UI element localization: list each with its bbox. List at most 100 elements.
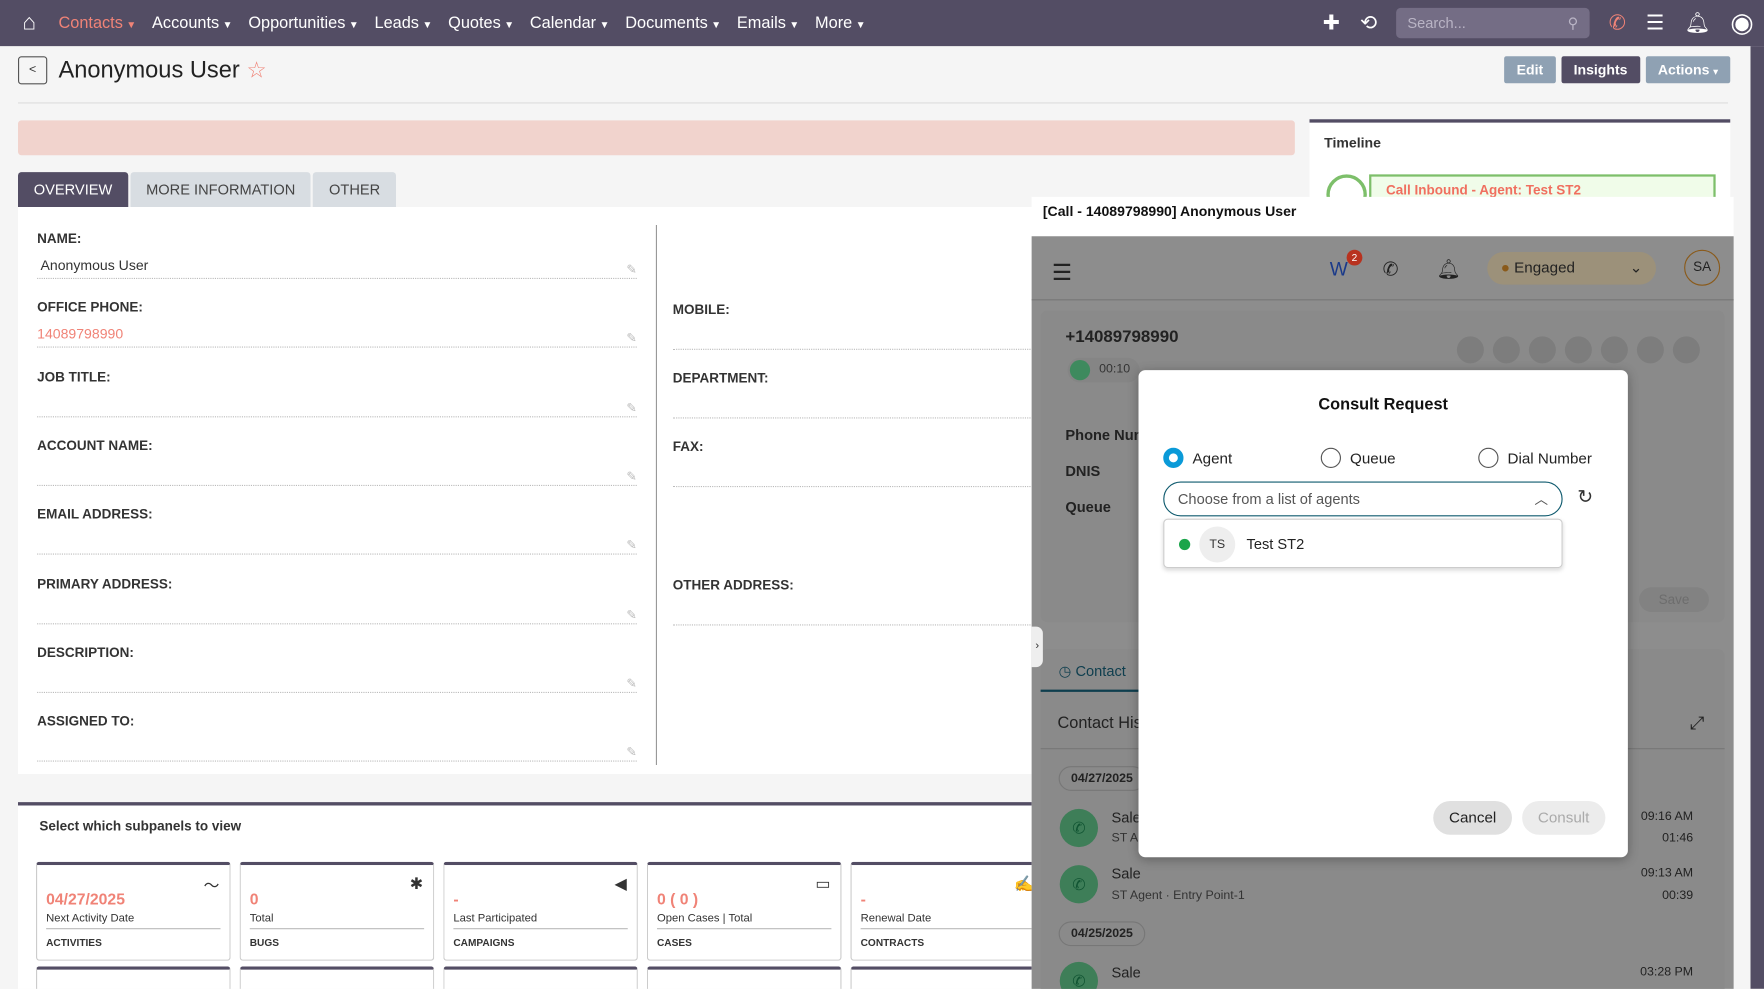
subpanel-card-campaigns[interactable]: ◀ - Last Participated CAMPAIGNS (443, 861, 638, 961)
end-call-button[interactable] (1672, 336, 1700, 364)
field-value (41, 533, 637, 551)
tab-overview[interactable]: OVERVIEW (18, 172, 129, 207)
nav-item-emails[interactable]: Emails ▼ (737, 14, 799, 32)
history-title[interactable]: Sale (1111, 808, 1141, 826)
transfer-button[interactable] (1600, 336, 1628, 364)
subpanel-card-activities[interactable]: 〜 04/27/2025 Next Activity Date ACTIVITIES (36, 861, 231, 961)
expand-icon[interactable]: ⤢ (1689, 714, 1705, 734)
phone-icon[interactable]: ✆ (1608, 11, 1626, 34)
subpanel-card-contracts[interactable]: ✍ - Renewal Date CONTRACTS (850, 861, 1046, 961)
subpanel-card[interactable] (239, 966, 435, 989)
collapse-handle[interactable]: › (1031, 626, 1043, 668)
bell-icon[interactable]: 🔔︎ (1684, 11, 1711, 34)
radio-label: Queue (1350, 449, 1396, 467)
subpanel-card[interactable] (36, 966, 231, 989)
nav-item-documents[interactable]: Documents ▼ (625, 14, 721, 32)
tab-more-information[interactable]: MORE INFORMATION (130, 172, 312, 207)
nav-item-contacts[interactable]: Contacts ▼ (59, 14, 137, 32)
card-sub: Renewal Date (860, 912, 1035, 930)
nav-item-quotes[interactable]: Quotes ▼ (448, 14, 514, 32)
menu-icon[interactable]: ☰ (1051, 261, 1073, 286)
radio-queue[interactable]: Queue (1320, 447, 1396, 468)
history-duration: 01:46 (1662, 831, 1694, 845)
nav-label: Accounts (152, 14, 220, 33)
radio-dial-number[interactable]: Dial Number (1478, 447, 1592, 468)
check-icon: ● (1500, 258, 1510, 276)
cancel-button[interactable]: Cancel (1433, 801, 1513, 835)
field-department: DEPARTMENT: (672, 370, 1033, 419)
avatar[interactable]: SA (1684, 249, 1721, 286)
plus-icon[interactable]: ✚ (1322, 11, 1340, 34)
widget-title: [Call - 14089798990] Anonymous User (1042, 203, 1297, 220)
user-avatar-icon[interactable]: ◉ (1730, 7, 1754, 39)
chevron-up-icon: ︿ (1534, 491, 1548, 508)
insights-button[interactable]: Insights (1561, 56, 1640, 84)
pencil-icon[interactable]: ✎ (626, 470, 637, 484)
card-caption: ACTIVITIES (46, 937, 102, 949)
hold-button[interactable] (1528, 336, 1556, 364)
subpanel-card-bugs[interactable]: ✱ 0 Total BUGS (239, 861, 435, 961)
phone-number-label: Phone Num (1065, 426, 1147, 444)
star-icon[interactable]: ☆ (246, 58, 267, 84)
tab-other[interactable]: OTHER (313, 172, 396, 207)
nav-item-opportunities[interactable]: Opportunities ▼ (248, 14, 358, 32)
record-button[interactable] (1636, 336, 1664, 364)
pencil-icon[interactable]: ✎ (626, 332, 637, 346)
field-value (41, 396, 637, 414)
agent-select[interactable]: Choose from a list of agents ︿ (1163, 481, 1563, 517)
timeline-title: Timeline (1324, 135, 1381, 151)
state-select[interactable]: ● Engaged ⌄ (1487, 252, 1656, 285)
timer-value: 00:10 (1099, 362, 1131, 376)
history-time: 03:28 PM (1640, 965, 1694, 979)
mute-button[interactable] (1492, 336, 1520, 364)
home-icon[interactable]: ⌂ (22, 10, 37, 35)
sliders-icon[interactable]: ☰ (1645, 11, 1665, 34)
tab-contact[interactable]: ◷ Contact (1058, 662, 1126, 680)
subpanel-card-cases[interactable]: ▭ 0 ( 0 ) Open Cases | Total CASES (646, 861, 842, 961)
history-title[interactable]: Sale (1111, 964, 1141, 981)
subpanel-card[interactable] (443, 966, 638, 989)
nav-item-accounts[interactable]: Accounts ▼ (152, 14, 233, 32)
agent-avatar: TS (1199, 526, 1236, 563)
nav-item-leads[interactable]: Leads ▼ (375, 14, 433, 32)
bell-icon[interactable]: 🔔︎ (1436, 258, 1461, 281)
subpanel-card[interactable] (850, 966, 1046, 989)
nav-item-more[interactable]: More ▼ (815, 14, 866, 32)
actions-button[interactable]: Actions ▾ (1645, 56, 1731, 84)
scrollbar[interactable] (1750, 46, 1764, 989)
back-button[interactable]: < (18, 56, 48, 85)
history-time: 09:13 AM (1640, 866, 1694, 880)
save-button[interactable]: Save (1639, 587, 1709, 612)
caret-down-icon: ▼ (504, 18, 515, 30)
keypad-button[interactable] (1456, 336, 1484, 364)
phone-icon[interactable]: ✆ (1382, 258, 1399, 281)
edit-button[interactable]: Edit (1504, 56, 1556, 84)
search-input[interactable]: Search... ⚲ (1396, 7, 1590, 39)
history-title[interactable]: Sale (1111, 865, 1141, 882)
field-name: NAME: Anonymous User ✎ (37, 231, 637, 279)
history-icon[interactable]: ⟲ (1359, 11, 1377, 34)
card-caption: CASES (657, 937, 692, 949)
agent-option[interactable]: TS Test ST2 (1163, 518, 1563, 569)
field-label: EMAIL ADDRESS: (37, 506, 153, 523)
card-value: - (453, 889, 459, 908)
pencil-icon[interactable]: ✎ (626, 263, 637, 277)
nav-label: Contacts (58, 14, 123, 33)
queue-label: Queue (1065, 498, 1111, 516)
field-value[interactable]: 14089798990 (37, 326, 124, 343)
pencil-icon[interactable]: ✎ (626, 539, 637, 553)
nav-item-calendar[interactable]: Calendar ▼ (530, 14, 610, 32)
consult-button[interactable]: Consult (1522, 801, 1606, 835)
radio-agent[interactable]: Agent (1163, 447, 1232, 468)
refresh-icon[interactable]: ↻ (1577, 486, 1594, 508)
pencil-icon[interactable]: ✎ (626, 745, 637, 760)
consult-button[interactable] (1564, 336, 1592, 364)
pencil-icon[interactable]: ✎ (626, 677, 637, 691)
caret-down-icon: ▼ (422, 18, 433, 30)
webex-icon[interactable]: W (1329, 258, 1348, 281)
pencil-icon[interactable]: ✎ (626, 401, 637, 415)
subpanel-card[interactable] (646, 966, 842, 989)
agent-name: Test ST2 (1246, 535, 1305, 553)
field-label: OFFICE PHONE: (37, 299, 143, 316)
pencil-icon[interactable]: ✎ (626, 608, 637, 622)
